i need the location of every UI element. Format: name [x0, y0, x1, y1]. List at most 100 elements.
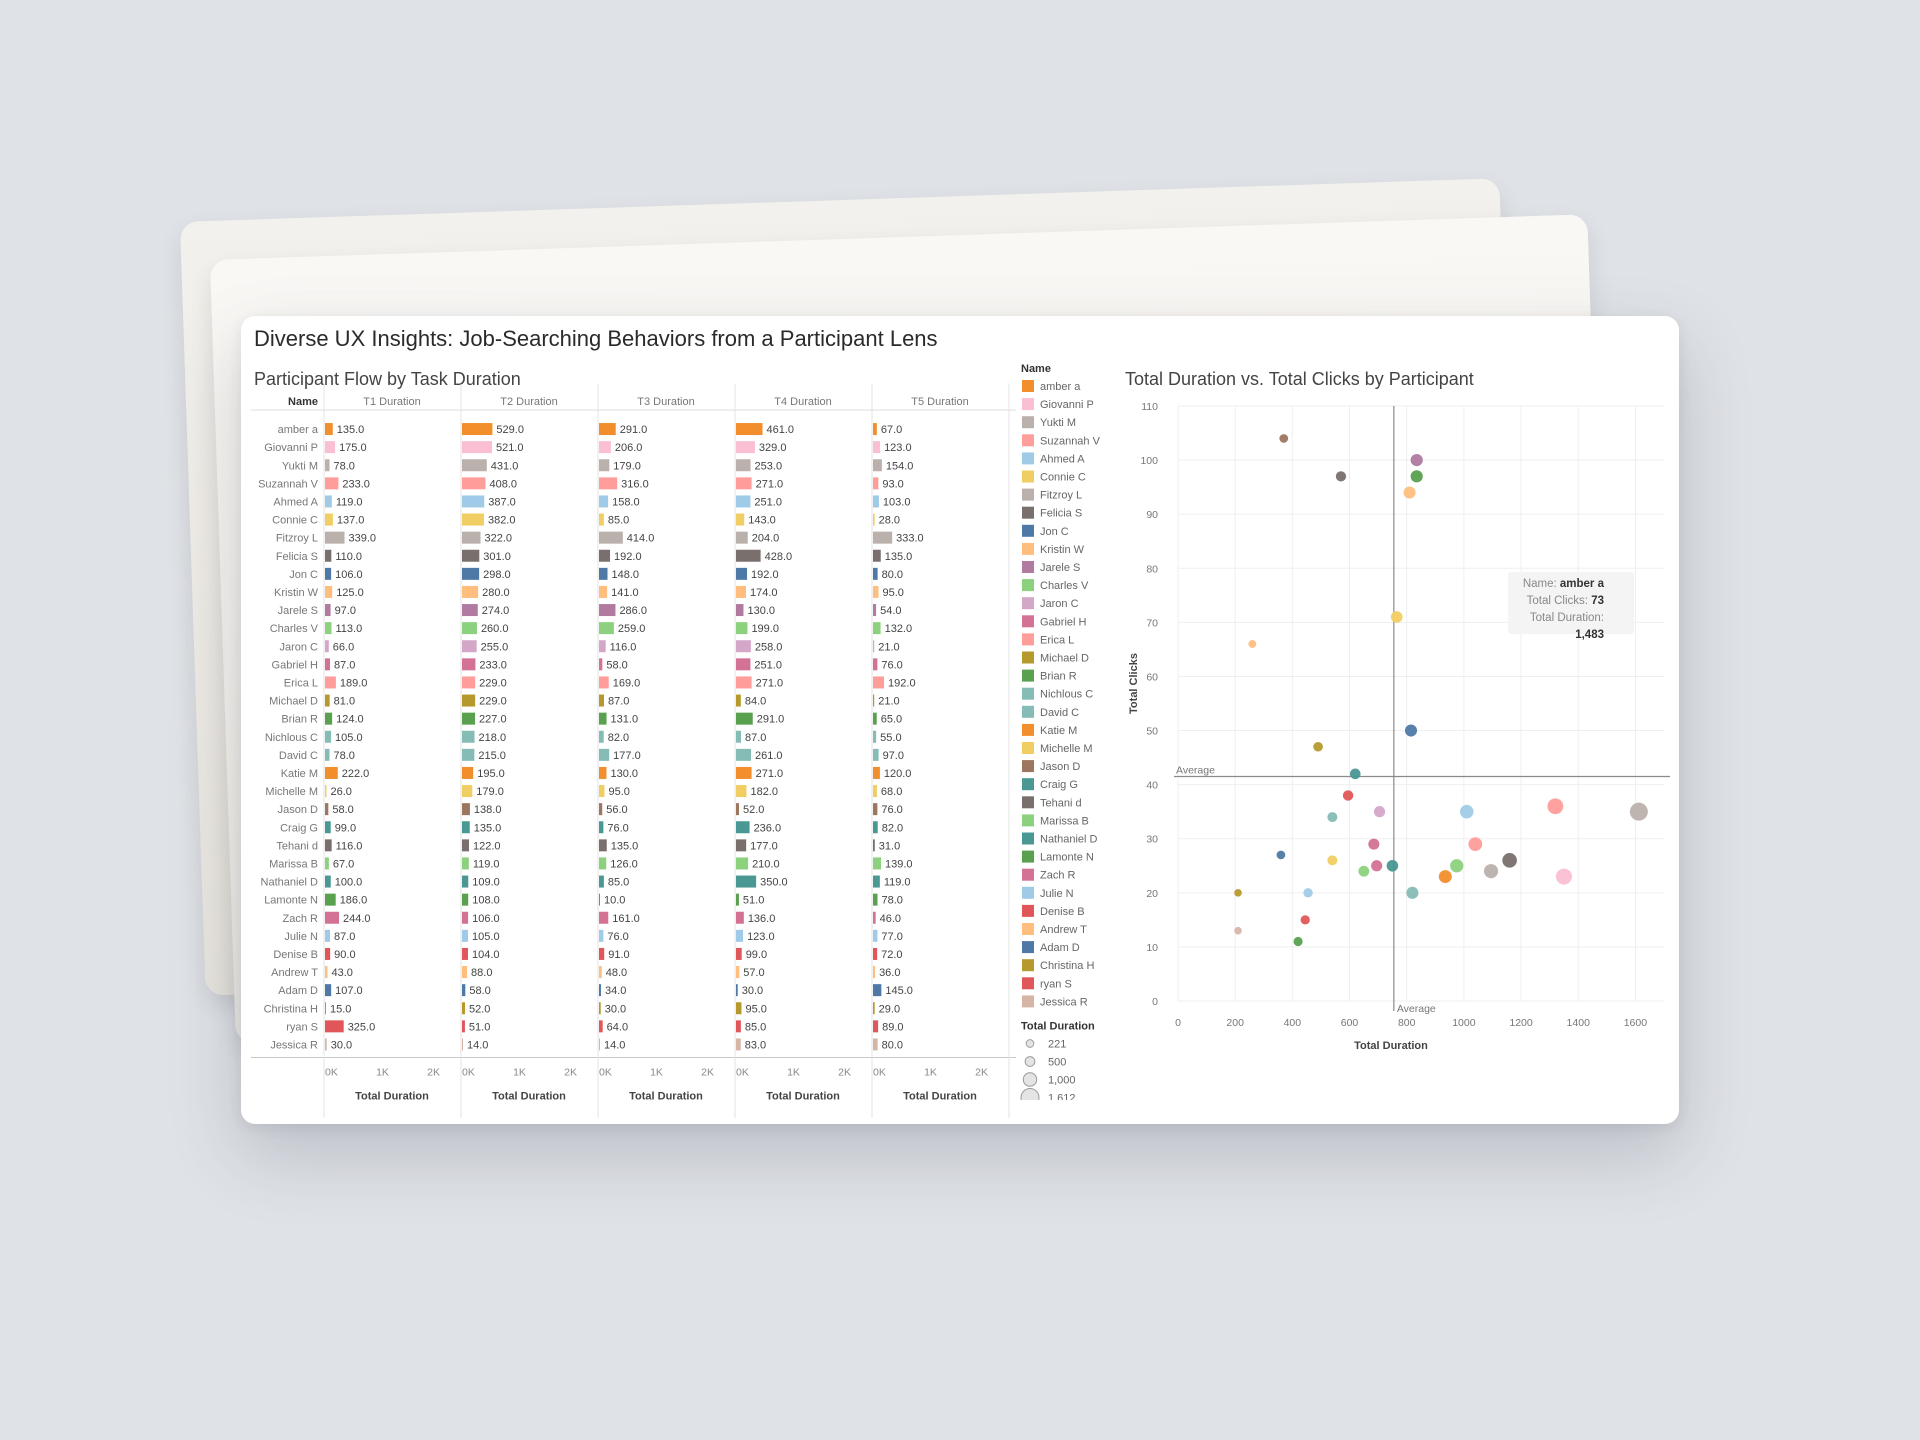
legend-label[interactable]: Adam D: [1040, 942, 1080, 954]
legend-label[interactable]: Jon C: [1040, 526, 1069, 538]
bar[interactable]: [462, 640, 477, 653]
legend-swatch[interactable]: [1022, 542, 1034, 555]
legend-label[interactable]: Michael D: [1040, 653, 1089, 665]
legend-swatch[interactable]: [1022, 579, 1034, 592]
legend-label[interactable]: Felicia S: [1040, 508, 1082, 520]
bar[interactable]: [736, 821, 750, 834]
legend-label[interactable]: Michelle M: [1040, 743, 1093, 755]
bar[interactable]: [599, 839, 607, 852]
bar[interactable]: [736, 585, 747, 598]
bar[interactable]: [736, 785, 747, 798]
legend-swatch[interactable]: [1022, 470, 1034, 483]
legend[interactable]: Name amber a Giovanni P Yukti M Suzannah V Ah…: [1015, 360, 1115, 1100]
bar[interactable]: [873, 567, 878, 580]
bar[interactable]: [873, 531, 893, 544]
bar[interactable]: [599, 893, 600, 906]
bar[interactable]: [736, 694, 741, 707]
bar[interactable]: [462, 839, 470, 852]
bar[interactable]: [462, 423, 493, 436]
bar[interactable]: [462, 604, 478, 617]
bar[interactable]: [599, 531, 623, 544]
bar[interactable]: [462, 766, 474, 779]
scatter-point[interactable]: [1438, 870, 1452, 884]
legend-label[interactable]: Jason D: [1040, 761, 1080, 773]
scatter-point[interactable]: [1410, 453, 1423, 467]
bar[interactable]: [325, 857, 329, 870]
legend-swatch[interactable]: [1022, 452, 1034, 465]
scatter-point[interactable]: [1279, 434, 1289, 443]
legend-label[interactable]: Erica L: [1040, 634, 1074, 646]
bar[interactable]: [462, 531, 481, 544]
bar[interactable]: [873, 875, 880, 888]
scatter-point[interactable]: [1450, 859, 1464, 873]
legend-swatch[interactable]: [1022, 923, 1034, 935]
bar[interactable]: [462, 676, 476, 689]
bar[interactable]: [599, 1002, 601, 1015]
legend-swatch[interactable]: [1022, 380, 1034, 392]
scatter-point[interactable]: [1459, 804, 1474, 819]
scatter-point[interactable]: [1555, 868, 1572, 885]
bar[interactable]: [325, 984, 332, 997]
legend-label[interactable]: amber a: [1040, 381, 1081, 393]
bar[interactable]: [599, 1038, 600, 1051]
bar[interactable]: [736, 947, 742, 960]
bar[interactable]: [873, 622, 881, 635]
bar[interactable]: [599, 459, 610, 472]
legend-label[interactable]: Fitzroy L: [1040, 490, 1082, 502]
bar[interactable]: [325, 748, 330, 761]
bar[interactable]: [873, 477, 879, 490]
legend-swatch[interactable]: [1022, 886, 1034, 899]
bar[interactable]: [873, 712, 877, 725]
bar[interactable]: [736, 803, 739, 816]
bar[interactable]: [325, 604, 331, 617]
legend-label[interactable]: Gabriel H: [1040, 616, 1087, 628]
legend-swatch[interactable]: [1022, 742, 1034, 754]
bar[interactable]: [325, 712, 333, 725]
scatter-point[interactable]: [1483, 864, 1499, 879]
bar[interactable]: [599, 549, 611, 562]
bar[interactable]: [325, 531, 345, 544]
bar[interactable]: [736, 893, 739, 906]
bar[interactable]: [325, 622, 332, 635]
legend-swatch[interactable]: [1022, 760, 1034, 773]
bar[interactable]: [736, 966, 740, 979]
bar[interactable]: [462, 966, 468, 979]
scatter-point[interactable]: [1248, 640, 1257, 648]
legend-label[interactable]: David C: [1040, 707, 1079, 719]
bar[interactable]: [873, 585, 879, 598]
bar[interactable]: [325, 875, 331, 888]
bar[interactable]: [873, 947, 878, 960]
bar[interactable]: [599, 911, 609, 924]
bar[interactable]: [462, 748, 475, 761]
bar[interactable]: [325, 640, 329, 653]
bar[interactable]: [325, 821, 331, 834]
bar[interactable]: [325, 1002, 326, 1015]
scatter-point[interactable]: [1358, 865, 1370, 877]
bar[interactable]: [325, 730, 332, 743]
legend-label[interactable]: Ahmed A: [1040, 453, 1085, 465]
legend-swatch[interactable]: [1022, 416, 1034, 429]
scatter-point[interactable]: [1327, 812, 1338, 823]
bar[interactable]: [325, 966, 328, 979]
legend-swatch[interactable]: [1022, 778, 1034, 791]
legend-label[interactable]: Jaron C: [1040, 598, 1079, 610]
bar[interactable]: [873, 1002, 875, 1015]
bar[interactable]: [736, 839, 747, 852]
legend-swatch[interactable]: [1022, 524, 1034, 537]
bar[interactable]: [736, 622, 748, 635]
bar[interactable]: [462, 658, 476, 671]
legend-label[interactable]: Zach R: [1040, 870, 1076, 882]
bar[interactable]: [462, 585, 479, 598]
bar[interactable]: [873, 513, 875, 526]
bar[interactable]: [873, 966, 876, 979]
bar[interactable]: [873, 785, 877, 798]
legend-swatch[interactable]: [1022, 796, 1034, 809]
bar[interactable]: [462, 441, 492, 454]
bar[interactable]: [462, 622, 477, 635]
bar[interactable]: [599, 730, 604, 743]
bar[interactable]: [873, 640, 875, 653]
bar[interactable]: [462, 694, 476, 707]
bar[interactable]: [325, 513, 333, 526]
bar[interactable]: [873, 984, 882, 997]
bar[interactable]: [873, 766, 880, 779]
